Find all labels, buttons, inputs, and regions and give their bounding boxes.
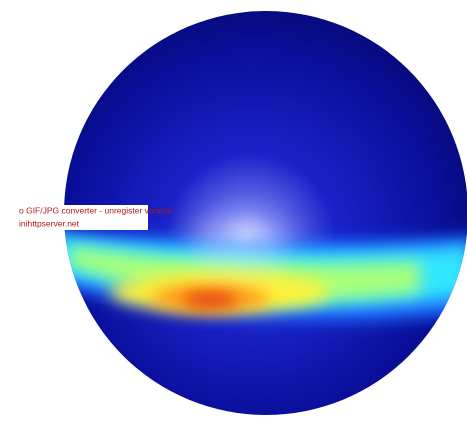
watermark-line: o GIF/JPG converter - unregister version [19,205,172,215]
band-hot [182,293,238,307]
watermark-line: inihttpserver.net [19,218,80,228]
highlight [190,220,290,270]
scene: o GIF/JPG converter - unregister version… [0,0,467,419]
page: o GIF/JPG converter - unregister version… [0,0,467,424]
